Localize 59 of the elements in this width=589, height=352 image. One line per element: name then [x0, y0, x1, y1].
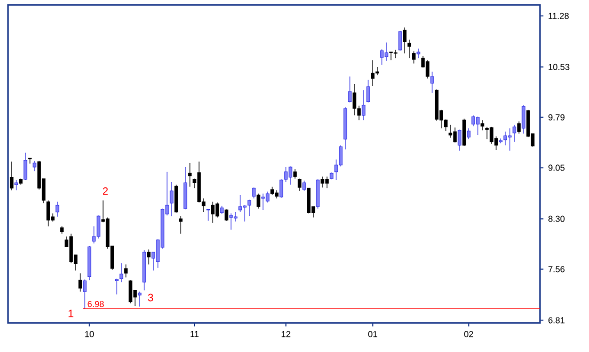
candlestick	[28, 158, 32, 164]
x-tick-label: 01	[368, 331, 378, 338]
y-tick-label: 10.53	[548, 64, 570, 70]
candlestick	[370, 60, 375, 86]
candlestick	[120, 262, 124, 282]
candlestick	[24, 152, 28, 180]
annotation: 2	[102, 187, 108, 195]
candlestick	[366, 80, 370, 103]
ref-line-label: 6.98	[88, 300, 104, 308]
candlestick	[293, 168, 297, 179]
candlestick	[124, 264, 128, 278]
candlestick	[348, 76, 352, 103]
candlestick	[138, 291, 142, 307]
candlestick	[430, 71, 434, 94]
candlestick	[147, 249, 151, 265]
candlestick	[206, 208, 210, 222]
annotation: 3	[148, 294, 154, 302]
candlestick	[252, 187, 256, 199]
candlestick	[115, 278, 119, 295]
y-tick-label: 7.56	[548, 266, 565, 272]
candlestick	[46, 200, 50, 227]
candlestick	[256, 193, 260, 209]
candlestick	[512, 124, 516, 142]
candlestick	[503, 131, 508, 146]
candlestick	[471, 114, 476, 127]
candlestick	[412, 50, 416, 64]
candlestick	[210, 201, 215, 224]
y-tick-label: 9.79	[548, 114, 564, 120]
y-tick-label: 9.05	[548, 164, 565, 171]
candlestick	[408, 39, 412, 58]
candlestick	[522, 104, 526, 134]
candlestick	[302, 180, 306, 192]
candlestick	[78, 272, 82, 292]
x-tick-label: 10	[85, 331, 94, 338]
candlestick	[248, 199, 252, 216]
candlestick	[416, 48, 420, 58]
candlestick	[458, 129, 462, 152]
y-tick-label: 6.81	[548, 317, 564, 324]
candlestick	[188, 162, 192, 188]
y-tick-label: 11.28	[548, 12, 569, 19]
candlestick	[466, 128, 470, 140]
candlestick	[402, 27, 406, 54]
candlestick	[14, 180, 18, 191]
candlestick	[362, 90, 366, 120]
candlestick	[56, 201, 60, 218]
y-tick-label: 8.30	[548, 216, 565, 222]
candlestick	[10, 161, 14, 191]
annotation: 1	[68, 310, 74, 318]
x-tick-label: 11	[190, 331, 199, 337]
candlestick	[170, 182, 174, 216]
candlestick	[480, 120, 484, 131]
x-tick-label: 12	[282, 331, 290, 338]
candlestick	[32, 160, 36, 172]
candlestick	[517, 121, 521, 134]
candlestick	[83, 279, 87, 310]
x-tick-label: 02	[464, 331, 474, 338]
candlestick	[178, 216, 183, 234]
candlestick	[298, 178, 302, 192]
candlestick	[242, 204, 247, 222]
